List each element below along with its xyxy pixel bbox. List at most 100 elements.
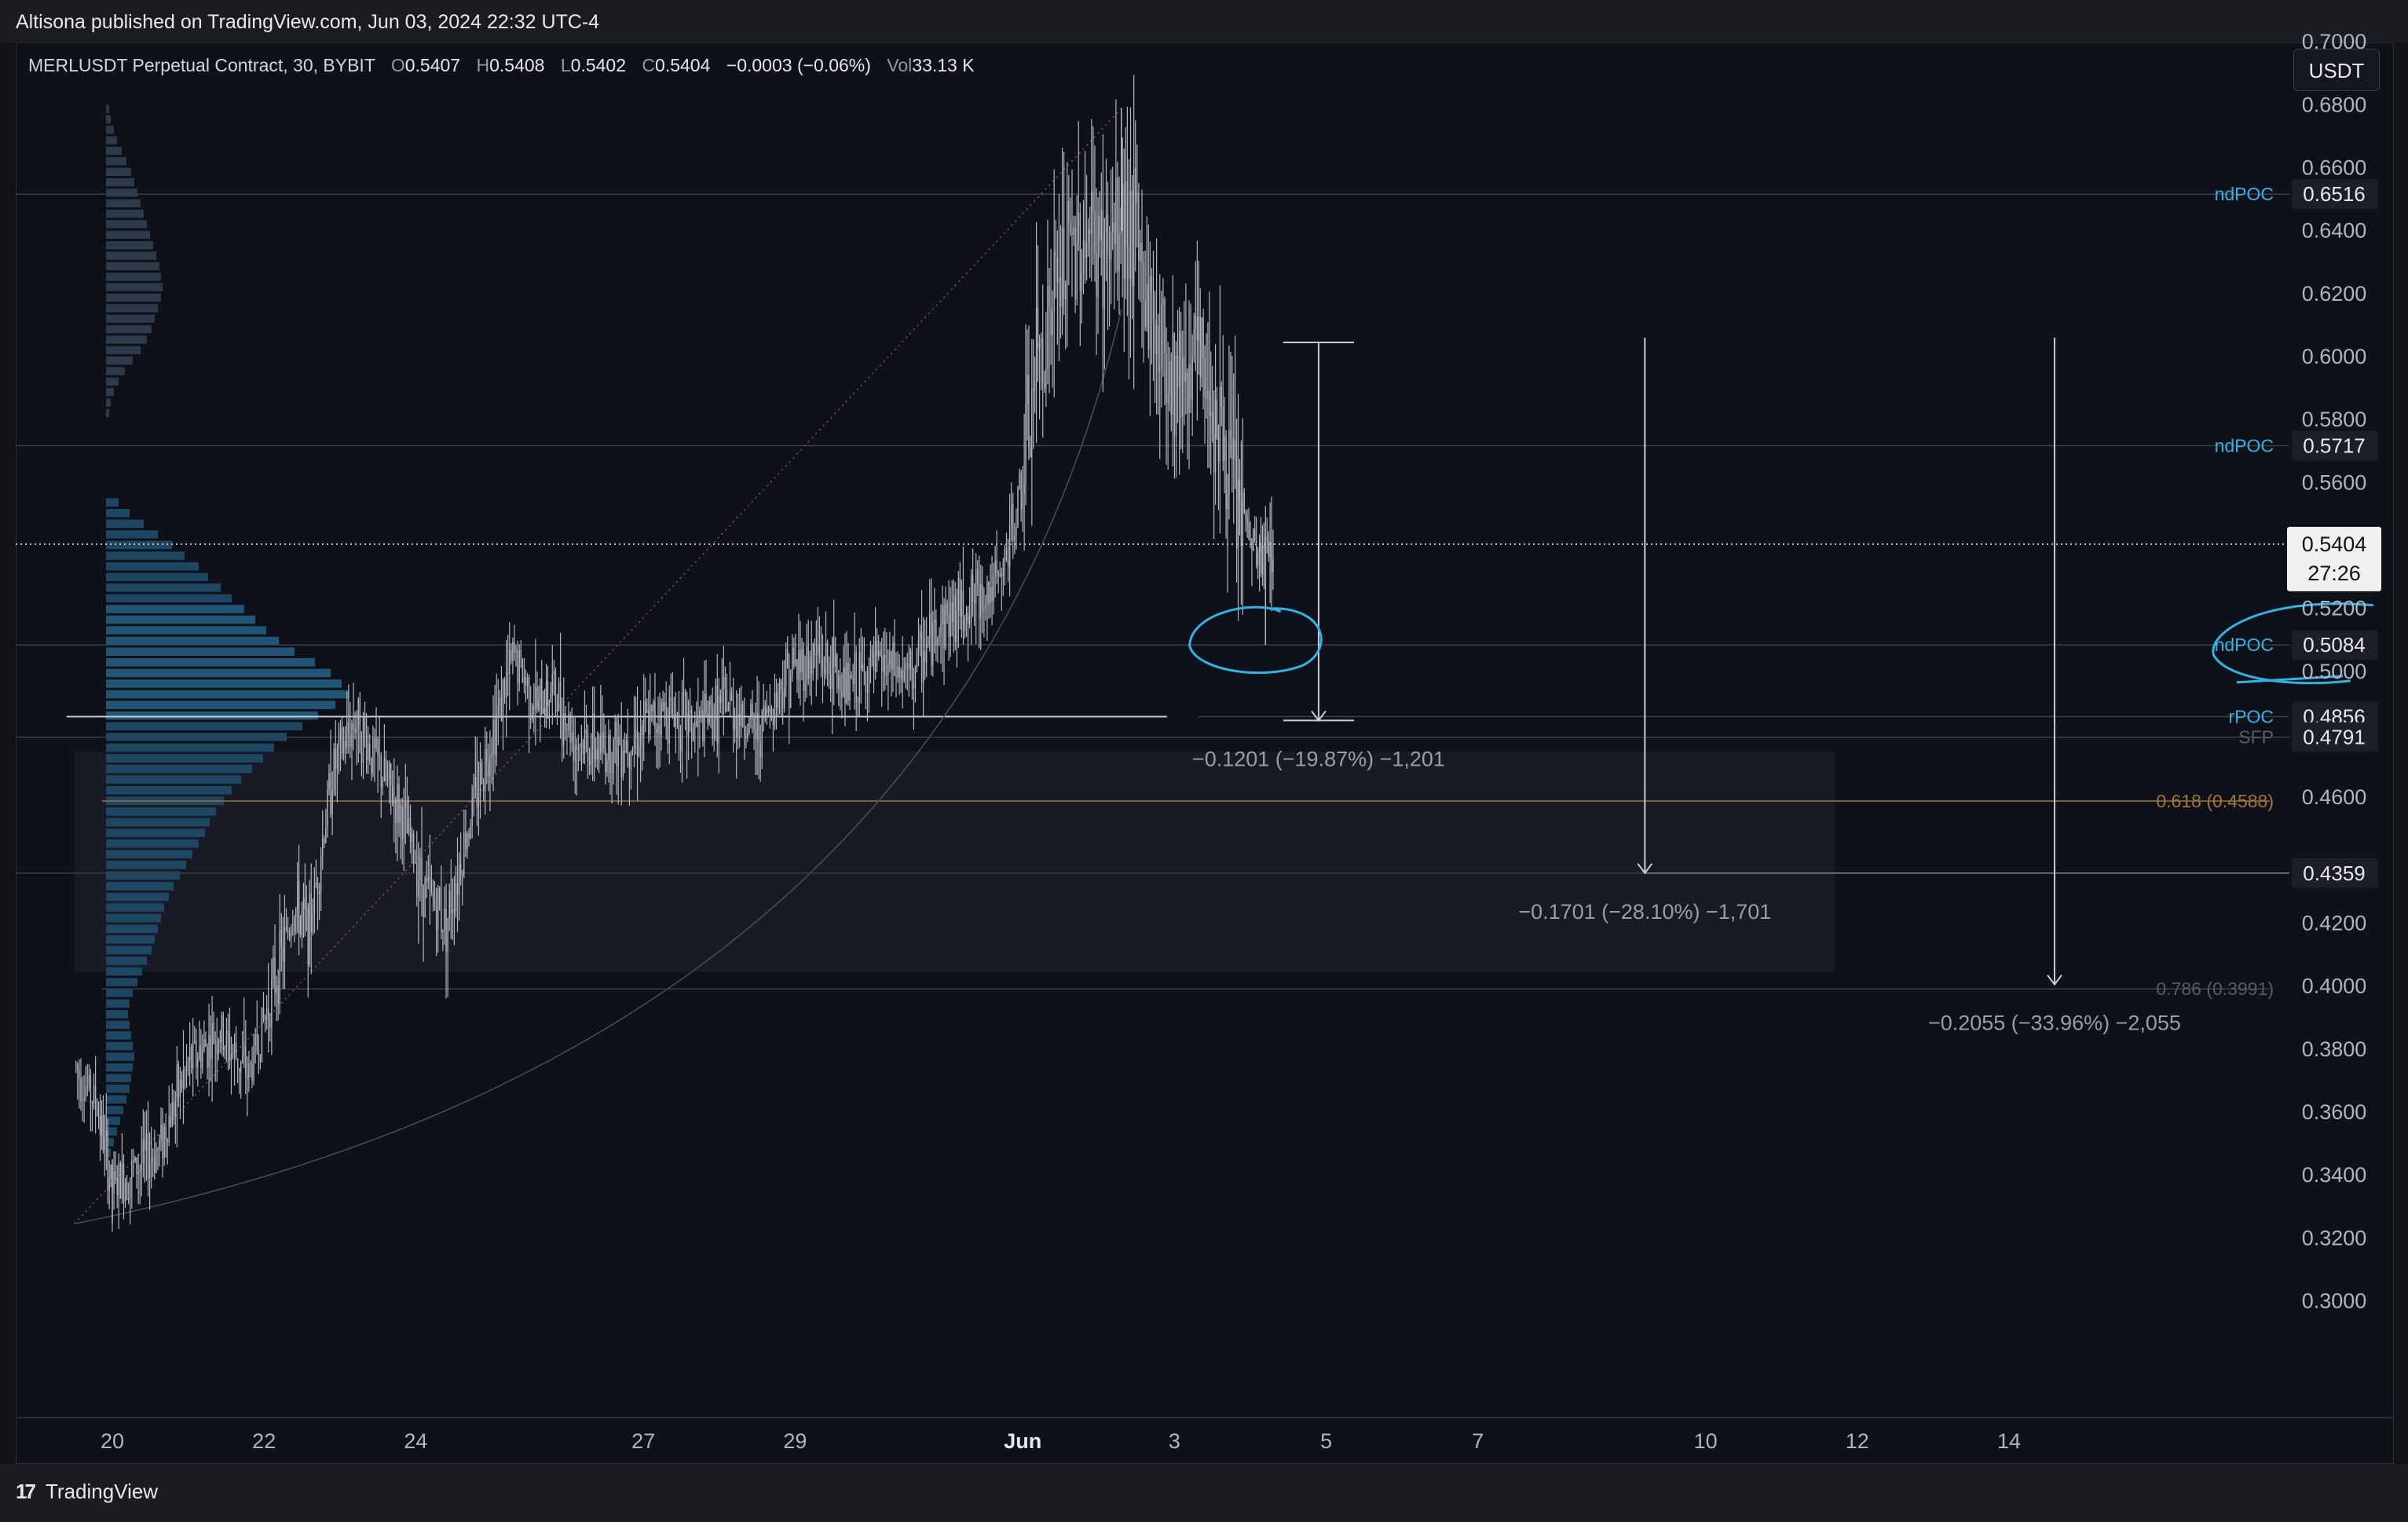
candle-body bbox=[518, 649, 520, 684]
candle-body bbox=[796, 660, 798, 680]
candle-body bbox=[889, 652, 891, 665]
candle-body bbox=[1020, 472, 1022, 510]
volume-profile-bar bbox=[106, 1020, 130, 1030]
annotation-stroke bbox=[2236, 675, 2344, 684]
candle-body bbox=[85, 1087, 86, 1098]
candle-body bbox=[1112, 222, 1114, 233]
candle-body bbox=[1266, 536, 1268, 542]
volume-profile-bar bbox=[106, 701, 335, 709]
candle-body bbox=[1042, 338, 1044, 383]
publish-info: Altisona published on TradingView.com, J… bbox=[16, 11, 600, 33]
candle-body bbox=[108, 1177, 110, 1191]
candle-body bbox=[304, 898, 306, 909]
volume-profile-bar bbox=[106, 913, 161, 923]
candle-body bbox=[254, 1034, 256, 1045]
candle-body bbox=[318, 891, 320, 895]
candle-body bbox=[646, 710, 648, 713]
candle-body bbox=[388, 763, 390, 779]
candle-body bbox=[380, 756, 382, 787]
candle-body bbox=[331, 789, 333, 814]
measure-arrow bbox=[2047, 975, 2062, 986]
price-tag: 0.4791 bbox=[2303, 726, 2366, 749]
candle-body bbox=[558, 681, 560, 711]
price-tag-bg bbox=[2292, 430, 2378, 461]
current-price-value: 0.5404 bbox=[2302, 532, 2367, 556]
candle-body bbox=[686, 697, 688, 737]
candle-body bbox=[1162, 298, 1164, 305]
candle-body bbox=[274, 957, 276, 993]
candle-body bbox=[597, 748, 598, 760]
candle-body bbox=[509, 649, 511, 675]
measure-arrow bbox=[1311, 710, 1327, 723]
candle-body bbox=[847, 663, 849, 701]
candle-body bbox=[330, 772, 331, 814]
candle-body bbox=[1065, 284, 1067, 300]
candle-body bbox=[551, 674, 553, 693]
candle-body bbox=[962, 591, 964, 631]
candle-body bbox=[940, 624, 942, 635]
candle-body bbox=[409, 818, 412, 843]
candle-body bbox=[742, 704, 744, 726]
candle-body bbox=[377, 738, 379, 756]
parabolic-curve bbox=[74, 309, 1122, 1224]
candle-body bbox=[1217, 437, 1220, 462]
candle-body bbox=[1178, 332, 1180, 388]
candle-body bbox=[545, 680, 547, 718]
candle-body bbox=[869, 649, 872, 671]
candle-body bbox=[1161, 305, 1162, 368]
tradingview-logo[interactable]: 17 TradingView bbox=[16, 1480, 158, 1504]
candle-body bbox=[1256, 540, 1257, 566]
candle-body bbox=[980, 584, 982, 619]
candle-body bbox=[723, 676, 725, 689]
price-axis-tick: 0.3800 bbox=[2302, 1037, 2367, 1061]
candle-body bbox=[163, 1127, 165, 1158]
candle-body bbox=[1231, 437, 1233, 459]
candle-body bbox=[835, 654, 836, 667]
candle-body bbox=[727, 705, 730, 712]
volume-profile-bar bbox=[106, 764, 252, 774]
candle-body bbox=[512, 642, 514, 662]
candle-body bbox=[935, 619, 937, 646]
change-value: −0.0003 (−0.06%) bbox=[726, 55, 871, 75]
level-label: ndPOC bbox=[2215, 184, 2274, 204]
candle-body bbox=[825, 642, 827, 675]
volume-profile-bar bbox=[106, 324, 152, 334]
candle-body bbox=[973, 601, 975, 603]
candle-body bbox=[820, 656, 822, 658]
candle-body bbox=[1175, 355, 1177, 436]
candle-body bbox=[529, 715, 532, 719]
candle-body bbox=[221, 1015, 223, 1043]
volume-profile-bar bbox=[106, 293, 161, 302]
price-tag: 0.5717 bbox=[2303, 434, 2366, 457]
candle-body bbox=[566, 730, 568, 731]
candle-body bbox=[715, 685, 716, 720]
candle-body bbox=[1193, 328, 1195, 358]
candle-body bbox=[1195, 316, 1197, 329]
candle-body bbox=[997, 573, 999, 576]
volume-profile-bar bbox=[106, 273, 161, 281]
time-axis-tick: 14 bbox=[1997, 1429, 2021, 1453]
candle-body bbox=[1123, 184, 1125, 279]
candle-body bbox=[179, 1080, 181, 1098]
candle-body bbox=[672, 701, 674, 715]
candle-body bbox=[807, 646, 809, 679]
candle-body bbox=[699, 711, 701, 716]
measure-label: −0.1701 (−28.10%) −1,701 bbox=[1518, 900, 1771, 924]
candle-body bbox=[1014, 535, 1016, 541]
volume-profile-bar bbox=[106, 1127, 117, 1136]
candle-body bbox=[258, 1051, 260, 1056]
candle-body bbox=[849, 675, 851, 701]
volume-profile-bar bbox=[106, 743, 274, 752]
candle-body bbox=[287, 930, 289, 935]
candle-body bbox=[1103, 232, 1106, 309]
candle-body bbox=[1105, 214, 1107, 233]
candle-body bbox=[322, 838, 324, 857]
currency-button[interactable]: USDT bbox=[2293, 49, 2380, 91]
candle-body bbox=[486, 748, 488, 763]
candle-body bbox=[770, 708, 773, 719]
candle-body bbox=[121, 1164, 123, 1198]
candle-body bbox=[242, 1056, 243, 1062]
candle-body bbox=[320, 856, 322, 891]
candle-body bbox=[517, 650, 518, 684]
